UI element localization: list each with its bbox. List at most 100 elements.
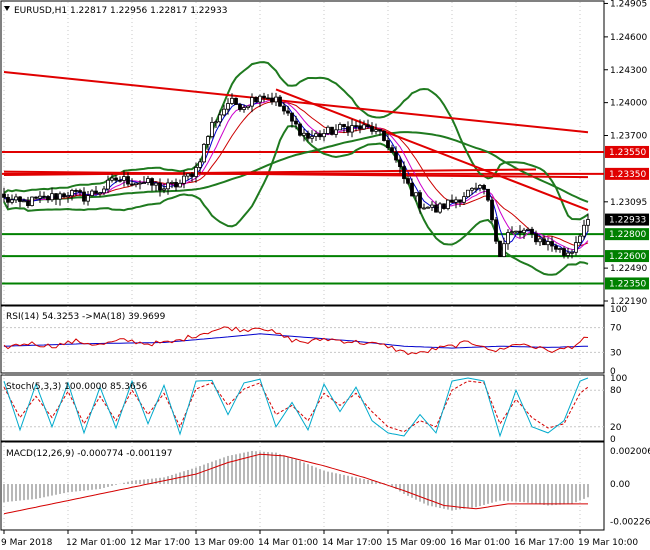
candle-bear	[386, 140, 390, 149]
candle-bull	[198, 161, 202, 168]
candle-bull	[98, 192, 102, 195]
macd-plot	[3, 450, 589, 515]
candle-bear	[42, 195, 46, 198]
candle-bull	[246, 105, 250, 108]
candle-bull	[502, 243, 506, 257]
rsi-tick-label: 70	[610, 324, 622, 334]
candle-bull	[222, 108, 226, 116]
candle-bull	[574, 242, 578, 253]
trendline	[3, 168, 537, 176]
candle-bull	[178, 182, 182, 188]
candle-bear	[390, 147, 394, 153]
candle-bear	[94, 190, 98, 194]
candle-bull	[38, 195, 42, 199]
ma-long	[3, 131, 589, 203]
candle-bull	[250, 97, 254, 107]
candle-bear	[450, 199, 454, 203]
candle-bear	[410, 182, 414, 197]
macd-signal-line	[3, 453, 588, 515]
candle-bull	[86, 195, 90, 202]
candle-bull	[182, 175, 186, 184]
candle-bear	[402, 166, 406, 179]
candle-bull	[478, 185, 482, 189]
candle-bear	[550, 241, 554, 247]
candle-bear	[378, 129, 382, 132]
time-tick-label: 12 Mar 01:00	[66, 538, 126, 548]
candle-bear	[150, 178, 154, 186]
candle-bull	[438, 203, 442, 213]
candle-bear	[518, 230, 522, 234]
trendline	[3, 70, 589, 134]
candle-bear	[114, 177, 118, 181]
candle-bear	[174, 182, 178, 188]
candle-bear	[394, 151, 398, 161]
price-axis: 1.24905 1.24600 1.24300 1.24000 1.23700 1.230…	[604, 0, 650, 527]
candle-bear	[398, 159, 402, 168]
price-tag-label: 1.23550	[609, 148, 646, 158]
candle-bull	[102, 188, 106, 194]
candle-bull	[326, 126, 330, 134]
candle-bull	[242, 107, 246, 110]
candle-bull	[230, 97, 234, 104]
candle-bear	[118, 179, 122, 182]
candle-bull	[462, 196, 466, 203]
candle-bull	[90, 190, 94, 196]
candle-bear	[262, 95, 266, 99]
candle-bear	[530, 228, 534, 235]
time-tick-label: 14 Mar 01:00	[258, 538, 318, 548]
candle-bull	[446, 199, 450, 209]
candle-bear	[562, 248, 566, 256]
candle-bear	[498, 240, 502, 257]
stoch-lines	[2, 377, 604, 438]
time-tick-label: 16 Mar 01:00	[450, 538, 510, 548]
candle-bull	[122, 176, 126, 181]
candle-bull	[206, 136, 210, 145]
candle-bull	[566, 252, 570, 256]
candle-bear	[82, 191, 86, 202]
candle-bear	[366, 124, 370, 127]
stoch-tick-label: 100	[610, 374, 627, 384]
candle-bear	[370, 126, 374, 132]
rsi-panel	[0, 305, 605, 374]
candle-bull	[146, 178, 150, 183]
candle-bull	[454, 199, 458, 203]
candle-bull	[106, 179, 110, 190]
time-tick-label: 15 Mar 09:00	[386, 538, 446, 548]
candle-bear	[266, 97, 270, 100]
price-tick-label: 1.24600	[610, 33, 647, 43]
candle-bull	[154, 182, 158, 186]
candle-bear	[342, 124, 346, 128]
candle-bull	[194, 167, 198, 177]
candle-bull	[314, 133, 318, 137]
macd-header: MACD(12,26,9) -0.000774 -0.001197	[6, 449, 172, 459]
candle-bear	[78, 190, 82, 193]
candle-bull	[274, 96, 278, 103]
candle-bear	[282, 105, 286, 112]
candle-bear	[130, 183, 134, 186]
candle-bull	[218, 114, 222, 123]
candle-bear	[234, 97, 238, 105]
price-tag-box	[605, 250, 649, 263]
candle-bull	[58, 193, 62, 200]
candle-bull	[22, 200, 26, 203]
candle-bear	[270, 97, 274, 103]
candle-bull	[582, 224, 586, 237]
price-tag-label: 1.22350	[609, 279, 646, 289]
candle-bull	[586, 219, 590, 226]
candle-bull	[466, 189, 470, 198]
candle-bear	[238, 104, 242, 110]
candle-bear	[26, 200, 30, 206]
price-tag-box	[605, 145, 649, 158]
candle-bull	[338, 124, 342, 131]
trendline	[3, 170, 589, 179]
time-tick-label: 9 Mar 2018	[1, 538, 53, 548]
stoch-tick-label: 0	[610, 435, 616, 445]
candle-bull	[430, 204, 434, 208]
rsi-lines	[2, 326, 604, 356]
candle-bear	[286, 110, 290, 114]
candle-bull	[66, 195, 70, 198]
candle-bear	[46, 196, 50, 201]
rsi-tick-label: 0	[610, 367, 616, 377]
triangle-down-icon	[4, 6, 10, 11]
